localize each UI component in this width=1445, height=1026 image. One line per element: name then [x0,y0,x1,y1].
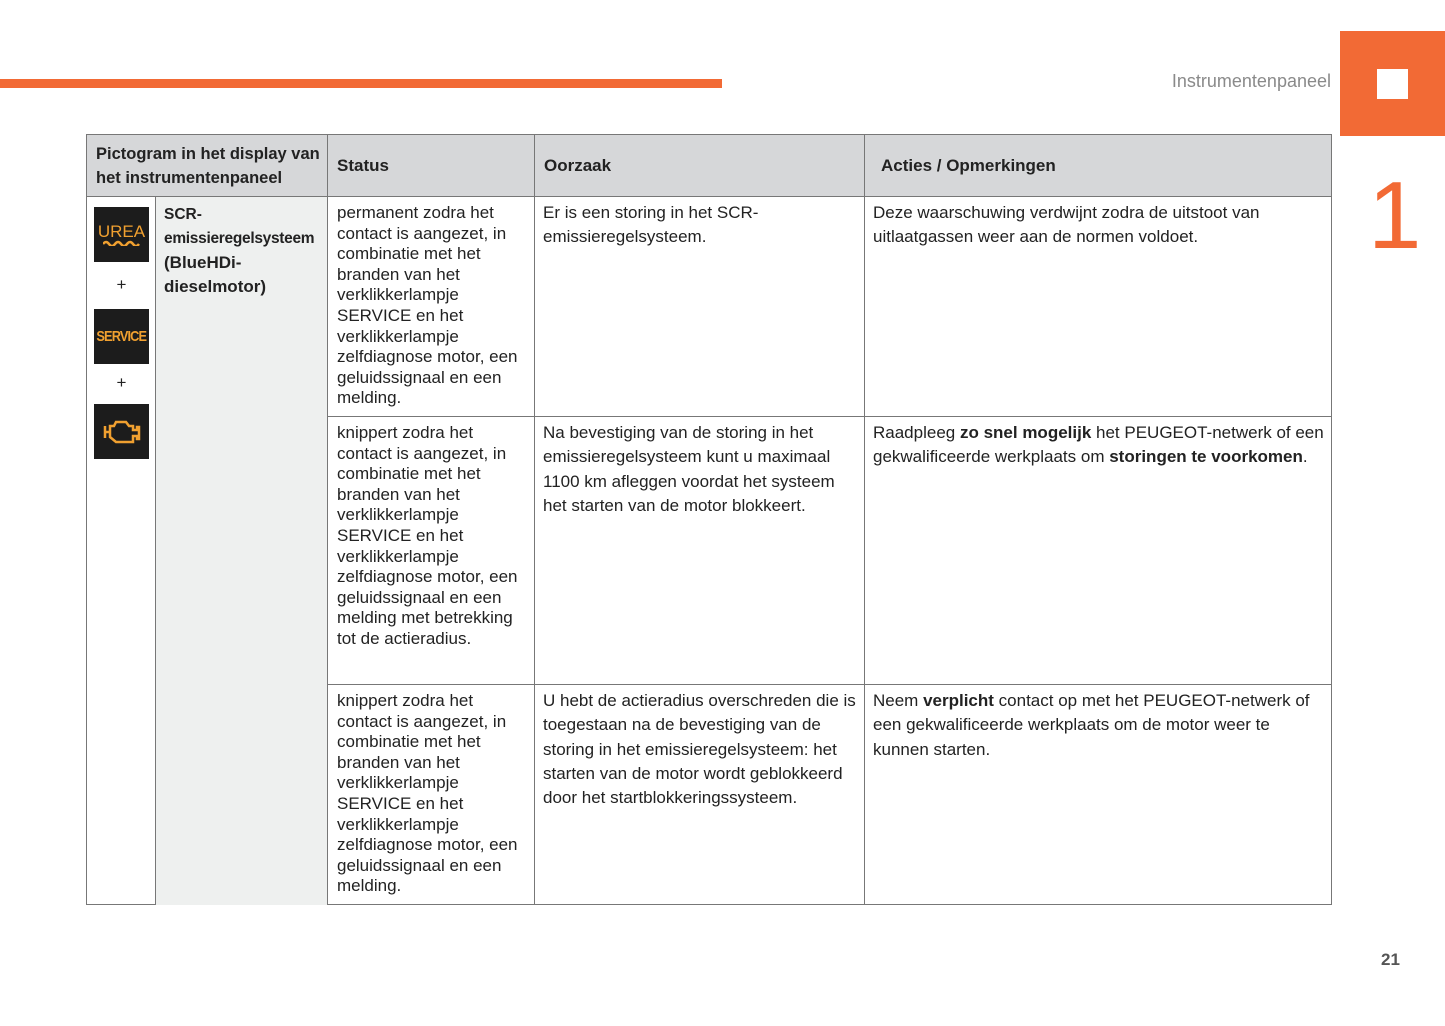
text-segment: Neem [873,691,924,710]
pictogram-icons-cell: UREA + SERVICE + [87,197,156,905]
emphasis-text: verplicht [923,691,994,710]
text-segment: contact op met het PEUGEOT-netwerk of ee… [873,691,1310,759]
cause-cell: Er is een storing in het SCR-emissierege… [535,197,865,417]
text-segment: U hebt de actieradius overschreden die i… [543,691,856,808]
column-header-cause: Oorzaak [535,135,865,197]
action-cell: Raadpleeg zo snel mogelijk het PEUGEOT-n… [865,417,1332,685]
emphasis-text: storingen te voorkomen [1109,447,1303,467]
plus-sign: + [116,275,127,294]
warning-table: Pictogram in het display van het instrum… [86,134,1332,905]
system-label-cell: SCR- emissieregelsysteem (BlueHDi-diesel… [156,197,328,905]
action-cell: Neem verplicht contact op met het PEUGEO… [865,685,1332,905]
square-icon [1377,69,1408,99]
status-cell: knippert zodra het contact is aangezet, … [328,685,535,905]
emphasis-text: zo snel mogelijk [959,423,1092,442]
text-segment: het PEUGEOT-netwerk of een gekwalificeer… [873,423,1324,467]
service-label: SERVICE [96,328,148,345]
urea-label: UREA [97,222,146,241]
status-cell: permanent zodra het contact is aangezet,… [328,197,535,417]
status-cell: knippert zodra het contact is aangezet, … [328,417,535,685]
section-title: Instrumentenpaneel [1171,71,1331,91]
chapter-number: 1 [1368,162,1422,269]
page-number: 21 [1381,950,1400,969]
text-segment: Er is een storing in het SCR-emissierege… [543,203,759,247]
system-label: (BlueHDi-dieselmotor) [164,253,267,296]
header-accent-bar [0,79,722,88]
cause-cell: Na bevestiging van de storing in het emi… [535,417,865,685]
column-header-pictogram: Pictogram in het display van het instrum… [87,135,328,197]
engine-icon [94,404,149,459]
text-segment: Deze waarschuwing verdwijnt zodra de uit… [873,203,1260,247]
plus-sign: + [116,373,127,392]
chapter-tab [1340,31,1445,136]
text-segment: . [1302,447,1308,467]
action-cell: Deze waarschuwing verdwijnt zodra de uit… [865,197,1332,417]
system-label: SCR- [164,206,202,223]
text-segment: Raadpleeg [873,423,960,442]
column-header-actions: Acties / Opmerkingen [865,135,1332,197]
cause-cell: U hebt de actieradius overschreden die i… [535,685,865,905]
system-label: emissieregelsysteem [164,230,315,247]
service-icon: SERVICE [94,309,149,364]
column-header-status: Status [328,135,535,197]
urea-icon: UREA [94,207,149,262]
text-segment: Na bevestiging van de storing in het emi… [543,423,835,515]
